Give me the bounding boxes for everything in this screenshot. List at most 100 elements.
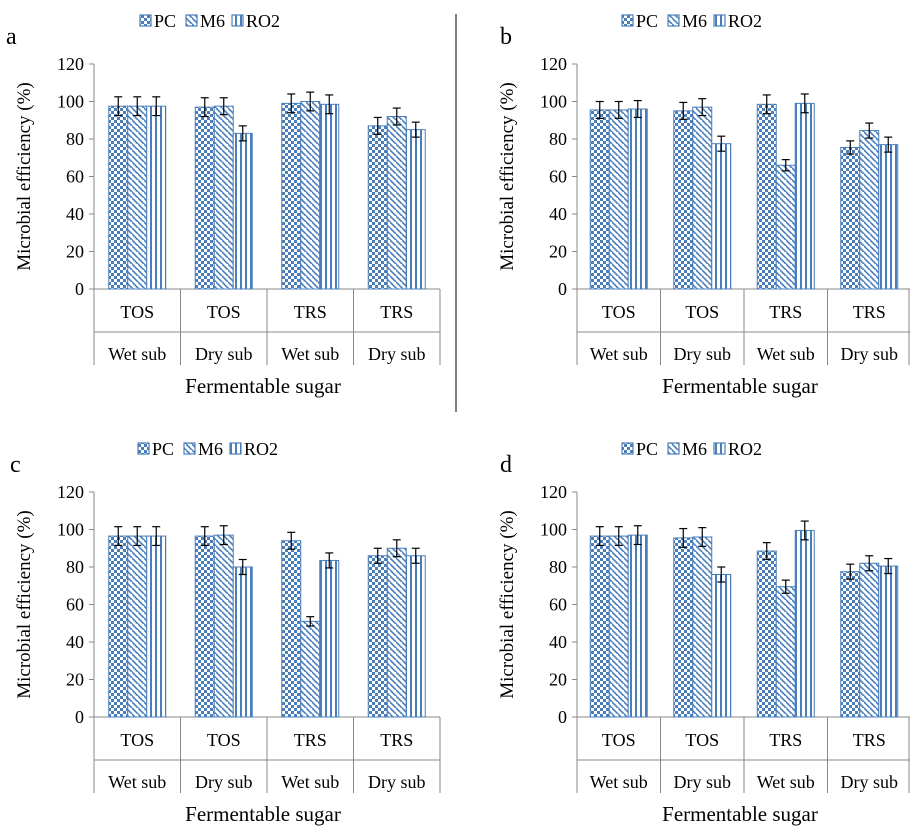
bar-ro2-1 <box>711 143 732 290</box>
legend-label-m6: M6 <box>682 439 707 459</box>
x-tick-label-substrate: Dry sub <box>674 344 732 364</box>
panel-letter: a <box>6 24 17 50</box>
bar-m6-0 <box>127 105 148 290</box>
bar-ro2-2 <box>794 102 815 290</box>
bar-pc-1 <box>194 106 215 290</box>
bar-pc-1 <box>673 537 694 718</box>
bar-ro2-0 <box>627 108 648 290</box>
bar-pc-0 <box>108 535 129 718</box>
legend-label-pc: PC <box>154 11 176 31</box>
x-tick-label-sugar: TOS <box>207 730 241 750</box>
legend-label-m6: M6 <box>200 11 225 31</box>
x-tick-label-substrate: Wet sub <box>108 344 166 364</box>
y-tick-label: 40 <box>549 204 567 224</box>
legend-swatch-m6 <box>185 14 198 27</box>
x-tick-label-substrate: Dry sub <box>195 344 253 364</box>
x-tick-label-substrate: Wet sub <box>757 344 815 364</box>
x-tick-label-sugar: TRS <box>294 302 327 322</box>
legend-swatch-m6 <box>667 442 680 455</box>
legend-swatch-pc <box>139 14 152 27</box>
y-tick-label: 80 <box>66 557 84 577</box>
y-axis-title: Microbial efficiency (%) <box>14 82 35 271</box>
legend-swatch-pc <box>621 442 634 455</box>
bar-m6-3 <box>859 562 880 718</box>
panel-letter: d <box>500 452 512 478</box>
y-tick-label: 80 <box>549 557 567 577</box>
bar-pc-0 <box>589 535 610 718</box>
y-tick-label: 60 <box>66 595 84 615</box>
chart-panel-d: d PC M6 RO2 Microbial efficiency (%) 0 20 40 60 8… <box>497 439 910 826</box>
x-tick-label-substrate: Dry sub <box>841 344 899 364</box>
x-tick-label-substrate: Dry sub <box>841 772 899 792</box>
x-tick-label-sugar: TOS <box>602 730 636 750</box>
bar-ro2-0 <box>627 534 648 718</box>
y-tick-label: 0 <box>558 279 567 299</box>
bar-m6-2 <box>775 586 796 718</box>
x-tick-label-sugar: TOS <box>685 302 719 322</box>
bar-m6-3 <box>386 547 407 718</box>
y-tick-label: 40 <box>66 204 84 224</box>
x-tick-label-sugar: TOS <box>120 302 154 322</box>
bar-m6-3 <box>859 130 880 290</box>
legend-label-ro2: RO2 <box>246 11 280 31</box>
bar-pc-2 <box>281 540 302 718</box>
legend-label-ro2: RO2 <box>728 11 762 31</box>
y-tick-label: 60 <box>549 167 567 187</box>
y-tick-label: 40 <box>66 632 84 652</box>
legend-label-pc: PC <box>152 439 174 459</box>
y-tick-label: 60 <box>549 595 567 615</box>
bar-pc-3 <box>840 146 861 290</box>
x-tick-label-sugar: TRS <box>380 730 413 750</box>
x-tick-label-substrate: Wet sub <box>590 772 648 792</box>
legend-swatch-pc <box>621 14 634 27</box>
y-tick-label: 100 <box>540 92 567 112</box>
x-tick-label-sugar: TRS <box>769 730 802 750</box>
bar-m6-0 <box>608 109 629 290</box>
bar-pc-2 <box>756 103 777 290</box>
bar-pc-1 <box>673 110 694 290</box>
y-tick-label: 80 <box>66 129 84 149</box>
bar-m6-1 <box>692 106 713 290</box>
bar-ro2-1 <box>711 574 732 718</box>
y-tick-label: 100 <box>57 92 84 112</box>
bar-ro2-0 <box>146 535 167 718</box>
bar-m6-0 <box>608 535 629 718</box>
x-axis-title: Fermentable sugar <box>185 374 341 398</box>
bar-pc-0 <box>108 105 129 290</box>
y-axis-title: Microbial efficiency (%) <box>14 510 35 699</box>
legend: PC M6 RO2 <box>139 11 280 31</box>
legend-label-ro2: RO2 <box>728 439 762 459</box>
bar-pc-0 <box>589 109 610 290</box>
bar-pc-3 <box>840 571 861 718</box>
legend-swatch-ro2 <box>713 14 726 27</box>
bar-ro2-0 <box>146 105 167 290</box>
bar-ro2-2 <box>319 103 340 290</box>
bar-pc-3 <box>367 125 388 290</box>
legend-swatch-m6 <box>183 442 196 455</box>
legend-swatch-ro2 <box>713 442 726 455</box>
bar-m6-2 <box>300 101 321 290</box>
y-tick-label: 20 <box>549 242 567 262</box>
x-tick-label-substrate: Wet sub <box>590 344 648 364</box>
x-tick-label-substrate: Dry sub <box>368 772 426 792</box>
bar-ro2-3 <box>878 565 899 718</box>
panel-letter: b <box>500 24 512 50</box>
y-tick-label: 120 <box>57 54 84 74</box>
y-axis-title: Microbial efficiency (%) <box>497 510 518 699</box>
x-tick-label-sugar: TOS <box>602 302 636 322</box>
bar-m6-1 <box>213 105 234 290</box>
bar-ro2-3 <box>405 129 426 290</box>
y-tick-label: 120 <box>540 54 567 74</box>
bar-pc-1 <box>194 535 215 718</box>
bar-pc-3 <box>367 555 388 718</box>
legend: PC M6 RO2 <box>621 439 762 459</box>
bar-m6-1 <box>213 534 234 718</box>
x-tick-label-substrate: Wet sub <box>281 772 339 792</box>
bar-ro2-2 <box>794 529 815 718</box>
legend-swatch-ro2 <box>229 442 242 455</box>
legend-label-m6: M6 <box>198 439 223 459</box>
y-tick-label: 20 <box>66 670 84 690</box>
legend-swatch-pc <box>137 442 150 455</box>
bar-ro2-3 <box>405 555 426 718</box>
